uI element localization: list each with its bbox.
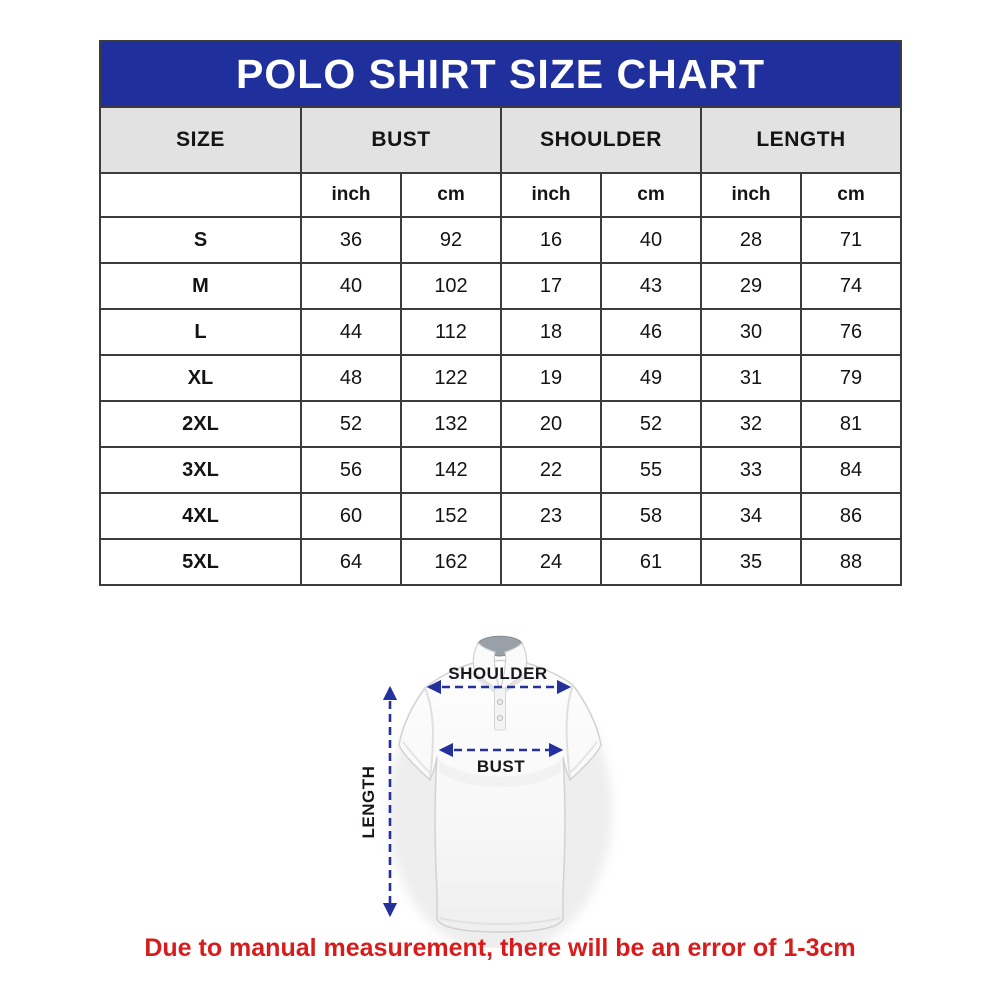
unit-header-row: inch cm inch cm inch cm [99, 172, 903, 218]
size-cell: 2XL [99, 400, 302, 448]
chart-title: POLO SHIRT SIZE CHART [98, 40, 903, 108]
value-cell: 28 [700, 216, 802, 264]
value-cell: 46 [600, 308, 702, 356]
value-cell: 152 [400, 492, 502, 540]
size-cell: 5XL [99, 538, 302, 586]
value-cell: 92 [400, 216, 502, 264]
value-cell: 84 [799, 446, 903, 494]
bust-label: BUST [477, 757, 525, 776]
polo-shirt-graphic [398, 635, 602, 933]
value-cell: 16 [500, 216, 602, 264]
value-cell: 88 [799, 538, 903, 586]
table-title-row: POLO SHIRT SIZE CHART [98, 40, 903, 108]
column-header-length: LENGTH [699, 106, 903, 174]
value-cell: 18 [500, 308, 602, 356]
value-cell: 61 [600, 538, 702, 586]
value-cell: 79 [799, 354, 903, 402]
value-cell: 43 [600, 262, 702, 310]
value-cell: 40 [300, 262, 402, 310]
size-cell: L [99, 308, 302, 356]
table-row: S 36 92 16 40 28 71 [99, 216, 903, 264]
size-cell: 4XL [99, 492, 302, 540]
unit-header: cm [400, 172, 502, 218]
value-cell: 132 [400, 400, 502, 448]
column-header-bust: BUST [300, 106, 502, 174]
value-cell: 35 [700, 538, 802, 586]
value-cell: 48 [300, 354, 402, 402]
placket [494, 687, 506, 731]
unit-header: cm [600, 172, 702, 218]
table-row: 2XL 52 132 20 52 32 81 [99, 400, 903, 448]
value-cell: 122 [400, 354, 502, 402]
table-row: L 44 112 18 46 30 76 [99, 308, 903, 356]
empty-corner-cell [99, 172, 302, 218]
size-cell: S [99, 216, 302, 264]
value-cell: 112 [400, 308, 502, 356]
value-cell: 32 [700, 400, 802, 448]
measurement-diagram: SHOULDER BUST LENGTH [330, 630, 670, 955]
length-label: LENGTH [359, 766, 378, 839]
unit-header: inch [300, 172, 402, 218]
value-cell: 23 [500, 492, 602, 540]
table-row: 5XL 64 162 24 61 35 88 [99, 538, 903, 586]
table-row: M 40 102 17 43 29 74 [99, 262, 903, 310]
unit-header: cm [799, 172, 903, 218]
size-cell: 3XL [99, 446, 302, 494]
value-cell: 64 [300, 538, 402, 586]
size-cell: XL [99, 354, 302, 402]
value-cell: 22 [500, 446, 602, 494]
value-cell: 17 [500, 262, 602, 310]
value-cell: 102 [400, 262, 502, 310]
unit-header: inch [500, 172, 602, 218]
value-cell: 19 [500, 354, 602, 402]
value-cell: 52 [600, 400, 702, 448]
value-cell: 71 [799, 216, 903, 264]
measurement-disclaimer: Due to manual measurement, there will be… [144, 934, 856, 962]
table-row: 3XL 56 142 22 55 33 84 [99, 446, 903, 494]
value-cell: 55 [600, 446, 702, 494]
value-cell: 76 [799, 308, 903, 356]
value-cell: 33 [700, 446, 802, 494]
value-cell: 162 [400, 538, 502, 586]
value-cell: 58 [600, 492, 702, 540]
shoulder-label: SHOULDER [448, 664, 547, 683]
value-cell: 74 [799, 262, 903, 310]
value-cell: 36 [300, 216, 402, 264]
value-cell: 30 [700, 308, 802, 356]
value-cell: 142 [400, 446, 502, 494]
value-cell: 31 [700, 354, 802, 402]
button [496, 698, 504, 706]
value-cell: 49 [600, 354, 702, 402]
value-cell: 81 [799, 400, 903, 448]
value-cell: 52 [300, 400, 402, 448]
size-chart-table: POLO SHIRT SIZE CHART SIZE BUST SHOULDER… [98, 40, 903, 586]
value-cell: 29 [700, 262, 802, 310]
value-cell: 56 [300, 446, 402, 494]
value-cell: 86 [799, 492, 903, 540]
unit-header: inch [700, 172, 802, 218]
table-row: 4XL 60 152 23 58 34 86 [99, 492, 903, 540]
value-cell: 44 [300, 308, 402, 356]
value-cell: 34 [700, 492, 802, 540]
value-cell: 40 [600, 216, 702, 264]
value-cell: 20 [500, 400, 602, 448]
column-header-shoulder: SHOULDER [500, 106, 702, 174]
column-header-size: SIZE [99, 106, 302, 174]
button [496, 714, 504, 722]
group-header-row: SIZE BUST SHOULDER LENGTH [99, 106, 903, 174]
size-cell: M [99, 262, 302, 310]
value-cell: 24 [500, 538, 602, 586]
polo-shirt-illustration: SHOULDER BUST LENGTH [359, 635, 612, 955]
table-row: XL 48 122 19 49 31 79 [99, 354, 903, 402]
value-cell: 60 [300, 492, 402, 540]
